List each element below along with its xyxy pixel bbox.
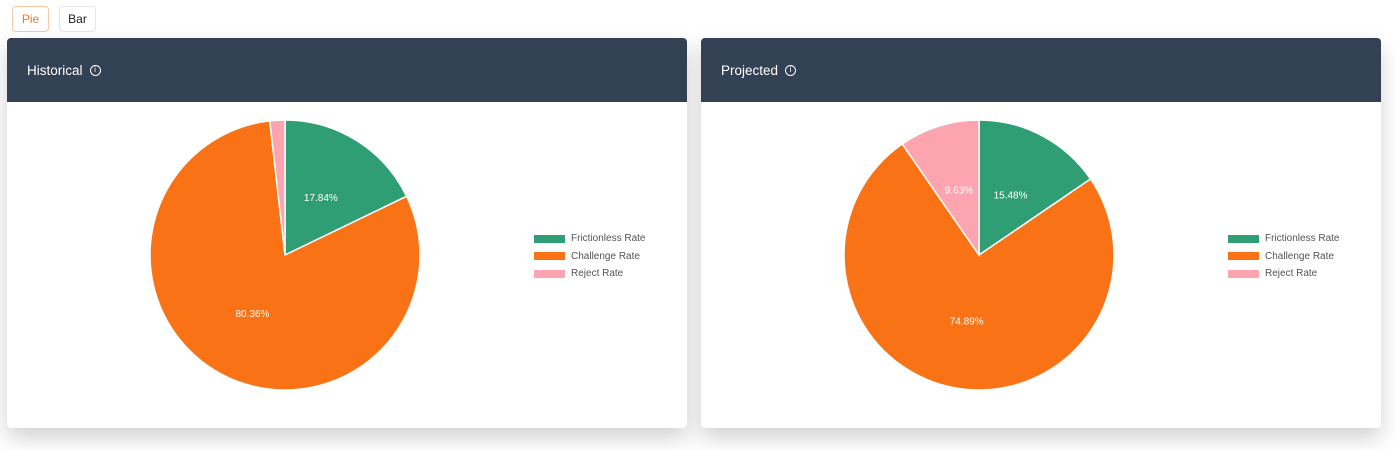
legend-item-reject[interactable]: Reject Rate (1228, 265, 1339, 283)
pie-slice-challenge[interactable] (843, 142, 1115, 391)
projected-pie-chart: 15.48% 74.89% 9.63% (843, 119, 1115, 391)
legend-label: Frictionless Rate (1265, 233, 1340, 245)
legend-item-frictionless[interactable]: Frictionless Rate (1228, 230, 1339, 248)
legend-item-challenge[interactable]: Challenge Rate (1228, 248, 1339, 266)
slice-label: 15.48% (994, 190, 1028, 201)
slice-label: 80.36% (235, 309, 269, 320)
legend-swatch (534, 252, 565, 261)
card-header: Projected i (701, 38, 1381, 102)
legend-swatch (534, 234, 565, 243)
legend-label: Frictionless Rate (571, 233, 646, 245)
slice-label: 9.63% (945, 186, 973, 197)
chart-legend: Frictionless Rate Challenge Rate Reject … (534, 230, 645, 283)
slice-label: 74.89% (950, 316, 984, 327)
slice-label: 17.84% (304, 193, 338, 204)
pie-slice-frictionless[interactable] (978, 119, 1092, 257)
pie-slice-challenge[interactable] (149, 120, 421, 391)
info-icon[interactable]: i (785, 64, 797, 76)
pie-chart-area: 17.84% 80.36% Frictionless Rate Challenge… (7, 102, 687, 428)
legend-swatch (1228, 252, 1259, 261)
historical-card: Historical i 17.84% 80.36% Frictionless R… (7, 38, 687, 428)
legend-swatch (534, 269, 565, 278)
legend-item-reject[interactable]: Reject Rate (534, 265, 645, 283)
pie-chart-area: 15.48% 74.89% 9.63% Frictionless Rate Chal… (701, 102, 1381, 428)
pie-toggle-button[interactable]: Pie (12, 6, 49, 32)
pie-slice-reject[interactable] (901, 119, 980, 258)
legend-item-challenge[interactable]: Challenge Rate (534, 248, 645, 266)
legend-label: Challenge Rate (571, 250, 640, 262)
info-icon[interactable]: i (89, 64, 101, 76)
chart-legend: Frictionless Rate Challenge Rate Reject … (1228, 230, 1339, 283)
legend-label: Challenge Rate (1265, 250, 1334, 262)
card-title: Projected (721, 62, 779, 78)
bar-toggle-button[interactable]: Bar (59, 6, 96, 32)
card-title: Historical (27, 62, 83, 78)
chart-type-toggle: Pie Bar (12, 6, 96, 32)
legend-label: Reject Rate (571, 268, 624, 280)
projected-card: Projected i 15.48% 74.89% 9.63% Frictionle… (701, 38, 1381, 428)
legend-swatch (1228, 234, 1259, 243)
pie-slice-frictionless[interactable] (284, 119, 408, 257)
legend-item-frictionless[interactable]: Frictionless Rate (534, 230, 645, 248)
legend-swatch (1228, 269, 1259, 278)
legend-label: Reject Rate (1265, 268, 1318, 280)
card-header: Historical i (7, 38, 687, 102)
pie-slice-reject[interactable] (268, 119, 286, 256)
historical-pie-chart: 17.84% 80.36% (149, 119, 421, 391)
